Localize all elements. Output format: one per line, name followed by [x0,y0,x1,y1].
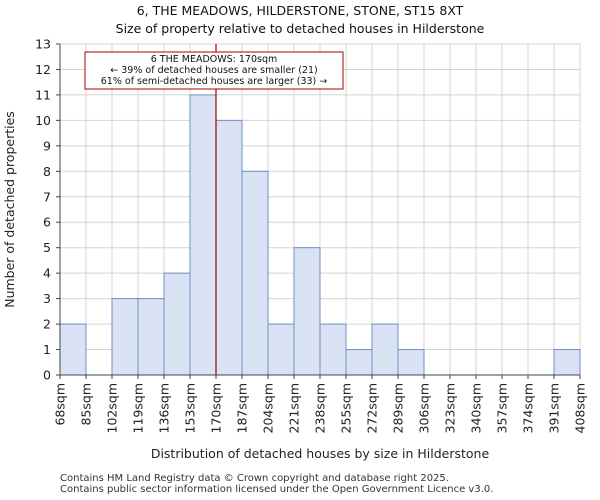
bar [553,349,581,376]
bar [111,298,139,376]
x-tick-label: 204sqm [261,383,276,433]
y-tick-label: 10 [35,113,51,128]
x-tick-label: 340sqm [469,383,484,433]
x-tick-label: 357sqm [495,383,510,433]
bar [345,349,373,376]
x-tick-label: 119sqm [131,383,146,433]
y-tick-label: 3 [43,291,51,306]
bar [189,94,217,376]
y-axis-title: Number of detached properties [2,111,17,308]
bar [215,119,243,376]
x-tick-label: 238sqm [313,383,328,433]
x-tick-label: 306sqm [417,383,432,433]
annotation-line: 61% of semi-detached houses are larger (… [101,76,328,87]
y-tick-label: 8 [43,164,51,179]
y-tick-label: 12 [35,62,51,77]
y-tick-label: 9 [43,138,51,153]
x-tick-label: 391sqm [547,383,562,433]
x-tick-label: 102sqm [105,383,120,433]
bar [397,349,425,376]
x-tick-label: 187sqm [235,383,250,433]
x-tick-label: 85sqm [79,383,94,426]
bar [267,323,295,376]
bar [293,247,321,376]
bar [319,323,347,376]
annotation-line: 6 THE MEADOWS: 170sqm [151,54,278,65]
bar [59,323,87,376]
footer-copyright: Contains HM Land Registry data © Crown c… [60,473,449,484]
bar [371,323,399,376]
x-tick-label: 289sqm [391,383,406,433]
chart-title: 6, THE MEADOWS, HILDERSTONE, STONE, ST15… [136,3,464,18]
y-tick-label: 0 [43,368,51,383]
y-tick-label: 4 [43,266,51,281]
y-tick-label: 11 [35,87,51,102]
bar [241,170,269,376]
y-tick-label: 7 [43,189,51,204]
y-tick-label: 2 [43,317,51,332]
x-tick-label: 323sqm [443,383,458,433]
x-tick-label: 408sqm [573,383,588,433]
x-tick-label: 153sqm [183,383,198,433]
x-tick-label: 170sqm [209,383,224,433]
y-tick-label: 13 [35,37,51,52]
y-tick-label: 1 [43,342,51,357]
y-tick-label: 6 [43,215,51,230]
bar [163,272,191,376]
x-tick-label: 255sqm [339,383,354,433]
annotation-line: ← 39% of detached houses are smaller (21… [110,65,317,76]
x-tick-label: 272sqm [365,383,380,433]
chart-subtitle: Size of property relative to detached ho… [115,21,485,36]
x-tick-label: 374sqm [521,383,536,433]
footer-licence: Contains public sector information licen… [60,484,494,495]
y-tick-label: 5 [43,240,51,255]
annotation-box [84,51,344,90]
x-tick-label: 136sqm [157,383,172,433]
x-tick-label: 221sqm [287,383,302,433]
bar [137,298,165,376]
x-tick-label: 68sqm [53,383,68,426]
x-axis-title: Distribution of detached houses by size … [151,446,490,461]
